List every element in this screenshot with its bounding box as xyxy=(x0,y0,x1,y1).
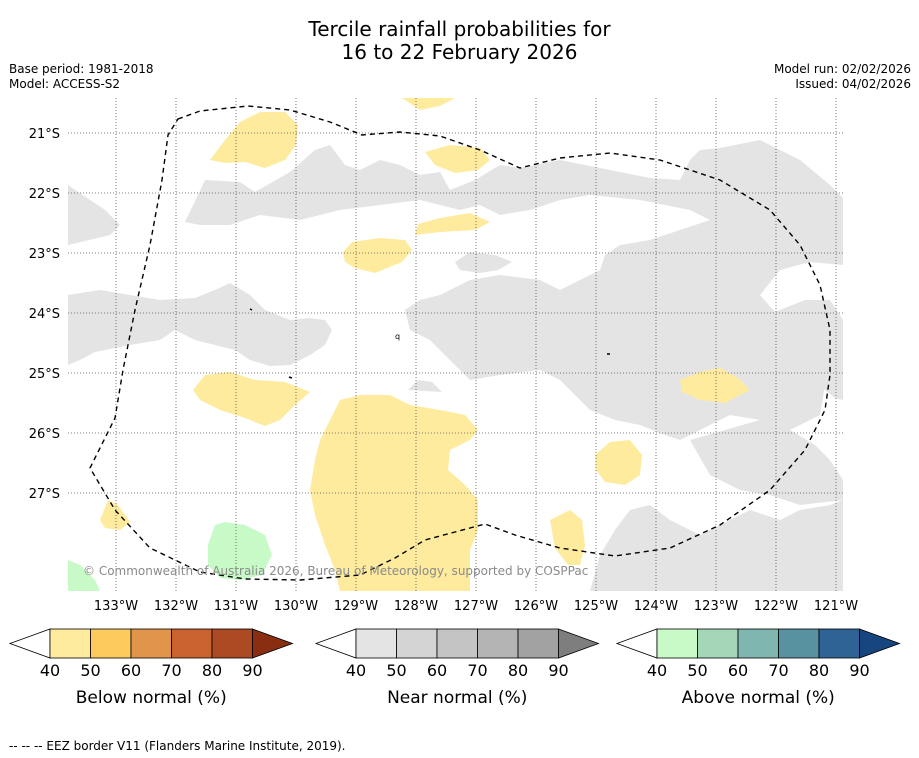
colorbars: 40 50 60 70 80 90 Below normal (%) 40 50 60 70 80 90… xyxy=(8,628,901,708)
lat-label: 23°S xyxy=(29,247,60,262)
metadata-right: Model run: 02/02/2026 Issued: 04/02/2026 xyxy=(774,62,911,92)
colorbar-arrow-high xyxy=(252,628,294,659)
colorbar-segment xyxy=(171,628,213,659)
lon-label: 128°W xyxy=(394,599,438,614)
colorbar-tick: 70 xyxy=(768,661,788,680)
colorbar-tick: 40 xyxy=(40,661,60,680)
below-normal-regions xyxy=(100,98,750,591)
colorbar-label: Above normal (%) xyxy=(682,688,835,708)
colorbar-2: 40 50 60 70 80 90 Above normal (%) xyxy=(615,628,901,708)
colorbar-segment xyxy=(211,628,253,659)
colorbar-arrow-low xyxy=(615,628,658,659)
colorbar-segment xyxy=(656,628,698,659)
lat-label: 24°S xyxy=(29,307,60,322)
colorbar-segment xyxy=(355,628,397,659)
model-run: Model run: 02/02/2026 xyxy=(773,62,911,76)
colorbar-segment xyxy=(436,628,478,659)
colorbar-segment xyxy=(130,628,172,659)
title-line-2: 16 to 22 February 2026 xyxy=(341,40,578,64)
model-name: Model: ACCESS-S2 xyxy=(9,77,121,91)
colorbar-arrow-low xyxy=(8,628,51,659)
colorbar-segment xyxy=(517,628,559,659)
lon-label: 131°W xyxy=(214,599,258,614)
graticule xyxy=(68,98,843,591)
colorbar-segment xyxy=(477,628,519,659)
colorbar-tick: 80 xyxy=(508,661,528,680)
longitude-labels: 133°W 132°W 131°W 130°W 129°W 128°W 127°… xyxy=(94,599,858,614)
lat-label: 26°S xyxy=(29,427,60,442)
metadata-left: Base period: 1981-2018 Model: ACCESS-S2 xyxy=(9,62,154,92)
near-normal-regions xyxy=(68,140,843,591)
lon-label: 123°W xyxy=(694,599,738,614)
eez-border xyxy=(89,105,831,581)
lon-label: 122°W xyxy=(754,599,798,614)
colorbar-tick: 60 xyxy=(121,661,141,680)
colorbar-arrow-high xyxy=(859,628,901,659)
colorbar-arrow-low xyxy=(314,628,357,659)
lon-label: 132°W xyxy=(154,599,198,614)
title-line-1: Tercile rainfall probabilities for xyxy=(308,17,611,41)
lon-label: 129°W xyxy=(334,599,378,614)
lat-label: 27°S xyxy=(29,487,60,502)
colorbar-tick: 70 xyxy=(161,661,181,680)
island-mark-3 xyxy=(288,376,293,379)
colorbar-tick: 40 xyxy=(647,661,667,680)
lon-label: 133°W xyxy=(94,599,138,614)
colorbar-tick: 90 xyxy=(548,661,568,680)
colorbar-1: 40 50 60 70 80 90 Near normal (%) xyxy=(314,628,600,708)
issued-date: Issued: 04/02/2026 xyxy=(795,77,911,91)
colorbar-tick: 50 xyxy=(687,661,707,680)
colorbar-tick: 50 xyxy=(80,661,100,680)
latitude-labels: 21°S 22°S 23°S 24°S 25°S 26°S 27°S xyxy=(29,127,60,502)
lat-label: 25°S xyxy=(29,367,60,382)
map-title: Tercile rainfall probabilities for 16 to… xyxy=(0,18,919,64)
colorbar-tick: 80 xyxy=(202,661,222,680)
colorbar-segment xyxy=(778,628,820,659)
lat-label: 22°S xyxy=(29,187,60,202)
colorbar-label: Below normal (%) xyxy=(76,688,227,708)
colorbar-arrow-high xyxy=(558,628,600,659)
colorbar-tick: 80 xyxy=(809,661,829,680)
colorbar-segment xyxy=(818,628,860,659)
colorbar-tick: 40 xyxy=(346,661,366,680)
colorbar-tick: 50 xyxy=(386,661,406,680)
lon-label: 124°W xyxy=(634,599,678,614)
probability-field: q xyxy=(68,98,843,591)
above-normal-regions xyxy=(68,522,272,591)
colorbar-tick: 70 xyxy=(467,661,487,680)
colorbar-0: 40 50 60 70 80 90 Below normal (%) xyxy=(8,628,294,708)
colorbar-segment xyxy=(90,628,132,659)
colorbar-tick: 90 xyxy=(242,661,262,680)
colorbar-segment xyxy=(737,628,779,659)
colorbar-tick: 90 xyxy=(849,661,869,680)
colorbar-segment xyxy=(49,628,91,659)
colorbar-tick: 60 xyxy=(427,661,447,680)
lon-label: 126°W xyxy=(514,599,558,614)
island-mark: q xyxy=(395,332,400,341)
base-period: Base period: 1981-2018 xyxy=(9,62,154,76)
lat-label: 21°S xyxy=(29,127,60,142)
lon-label: 127°W xyxy=(454,599,498,614)
island-mark-2 xyxy=(249,308,253,311)
eez-footnote: -- -- -- EEZ border V11 (Flanders Marine… xyxy=(9,739,346,753)
colorbar-label: Near normal (%) xyxy=(387,688,527,708)
colorbar-tick: 60 xyxy=(728,661,748,680)
colorbar-segment xyxy=(697,628,739,659)
copyright-notice: © Commonwealth of Australia 2026, Bureau… xyxy=(83,564,589,578)
lon-label: 125°W xyxy=(574,599,618,614)
colorbar-segment xyxy=(396,628,438,659)
lon-label: 130°W xyxy=(274,599,318,614)
lon-label: 121°W xyxy=(814,599,858,614)
